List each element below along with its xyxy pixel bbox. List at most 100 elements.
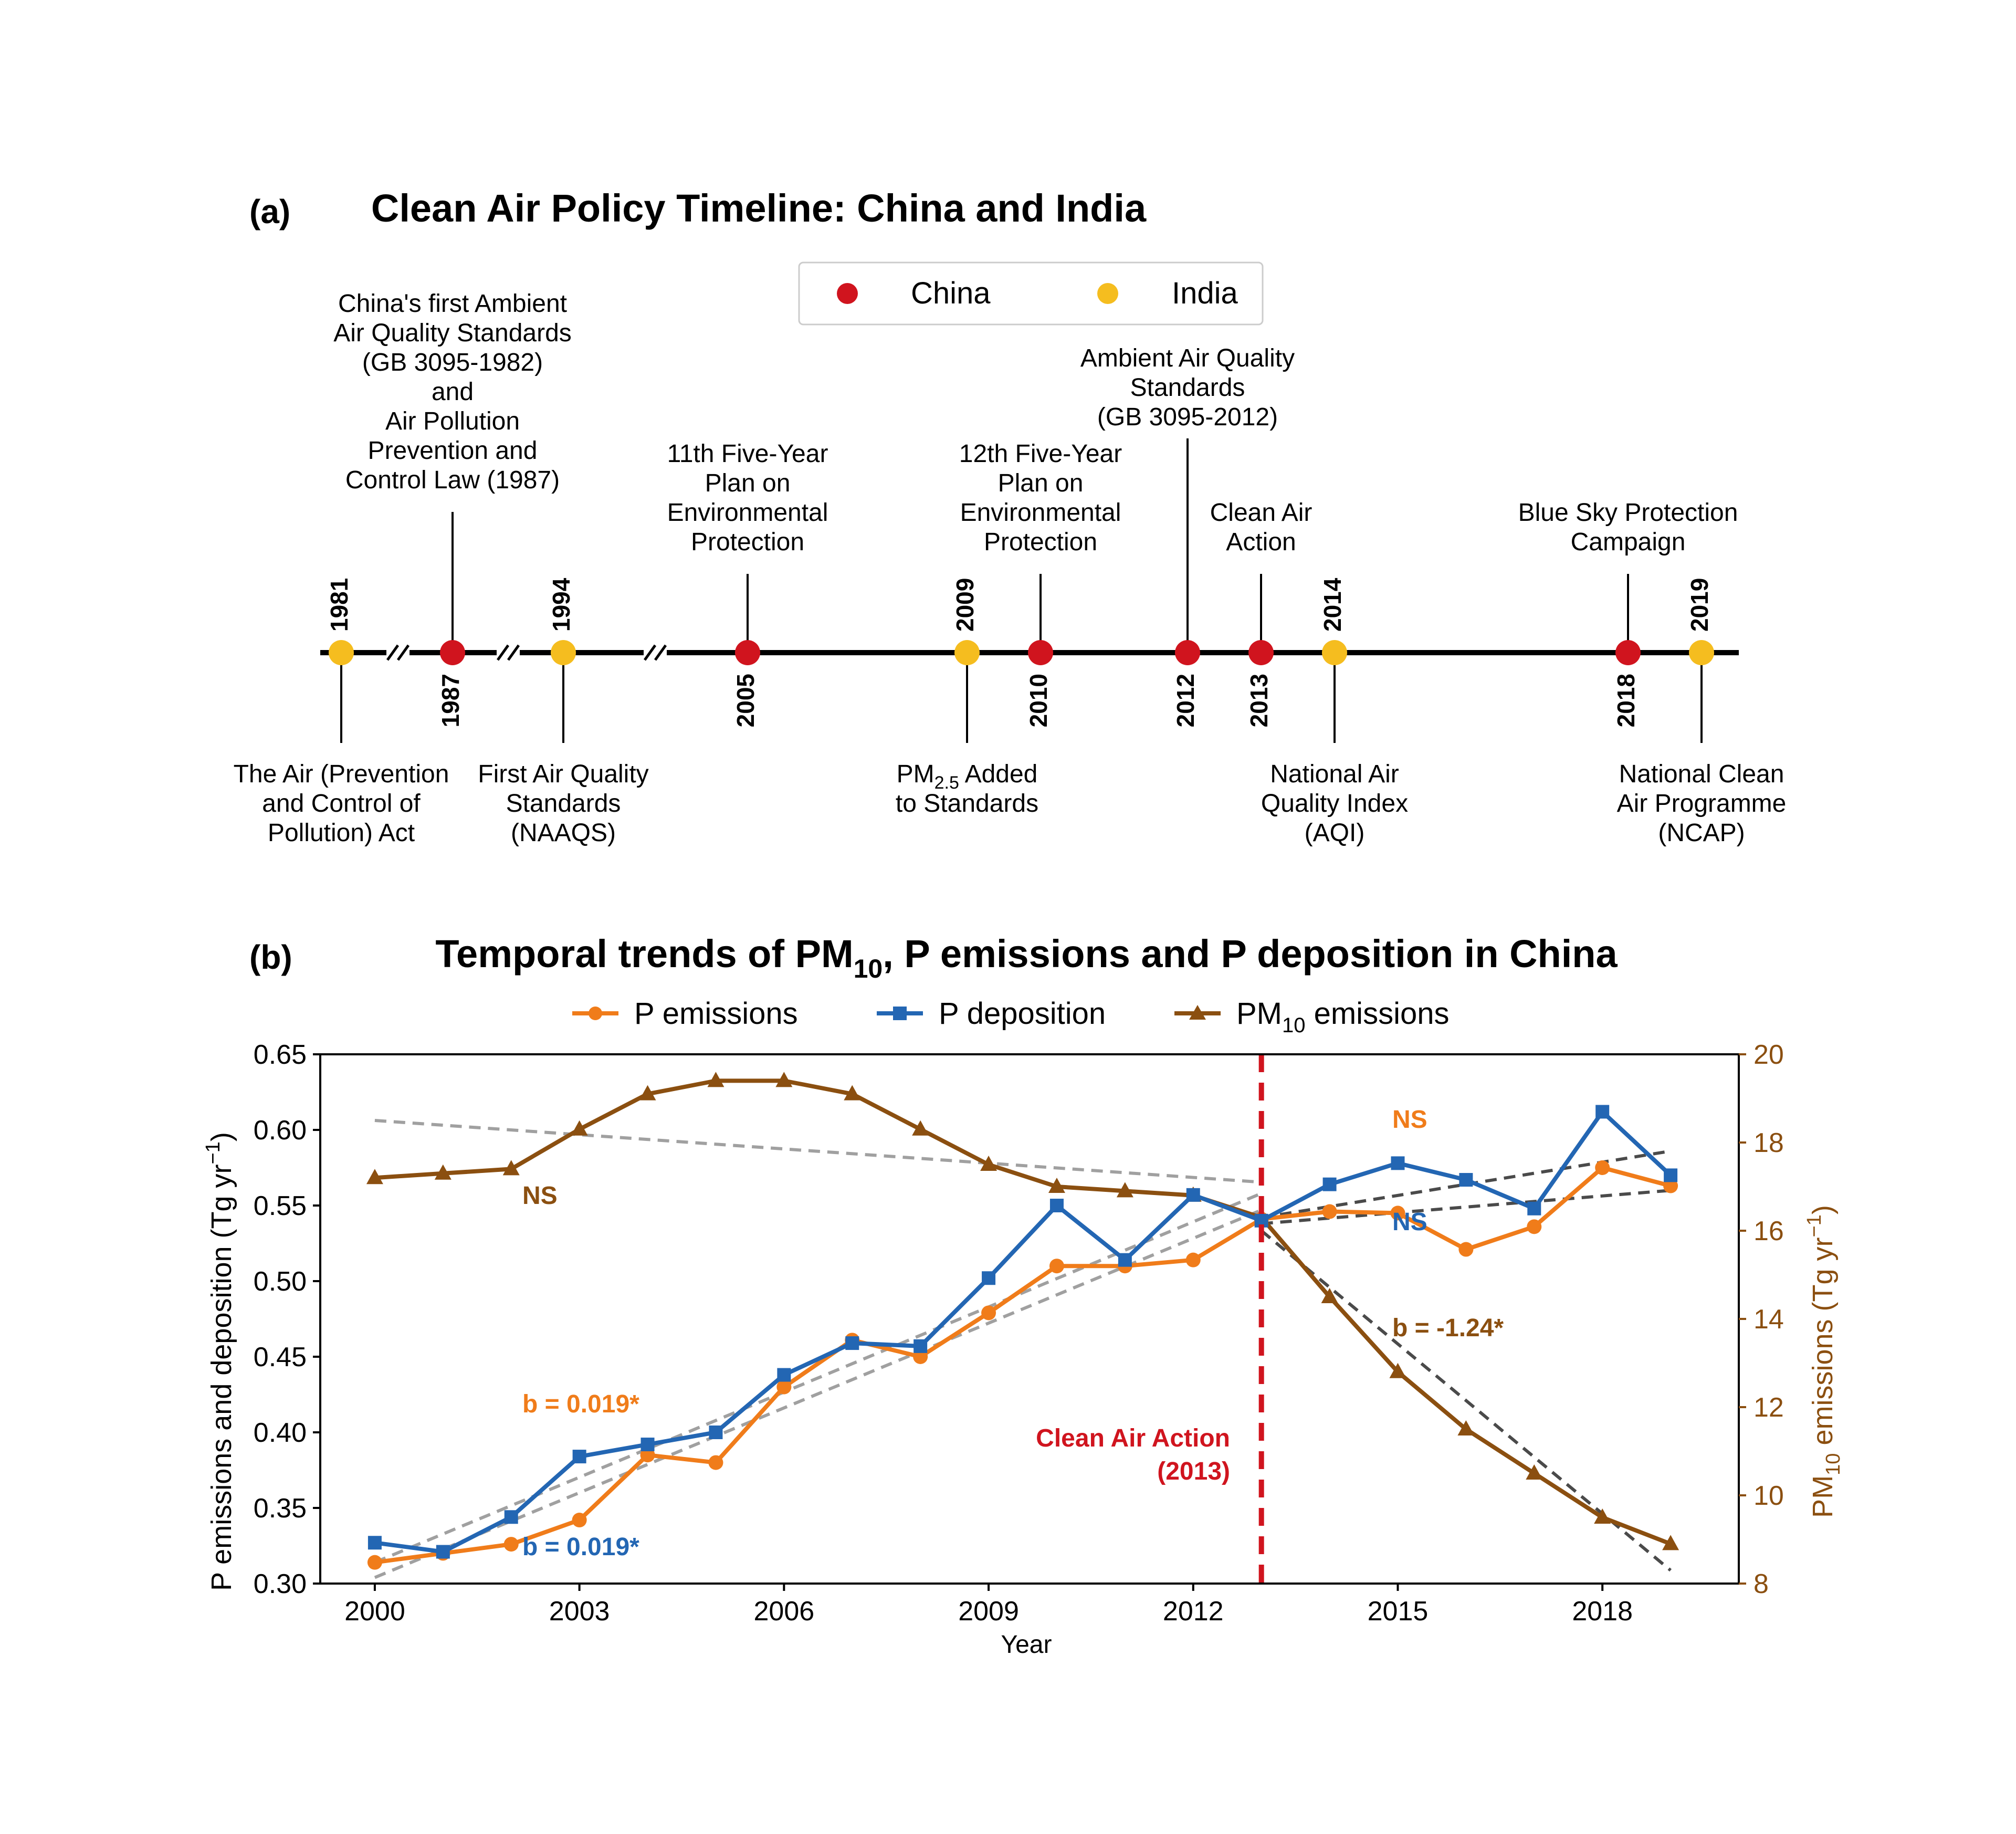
data-point bbox=[640, 1438, 655, 1452]
y-right-tick-label: 14 bbox=[1754, 1304, 1784, 1335]
data-point bbox=[844, 1085, 861, 1101]
x-tick-label: 2015 bbox=[1368, 1596, 1429, 1627]
series-p-deposition bbox=[368, 1105, 1678, 1559]
data-point bbox=[436, 1545, 450, 1559]
x-tick-label: 2003 bbox=[549, 1596, 610, 1627]
data-point bbox=[434, 1164, 452, 1180]
trend-line bbox=[1261, 1189, 1671, 1225]
event-marker bbox=[735, 640, 760, 665]
event-description-line: National Air bbox=[1270, 760, 1399, 788]
data-point bbox=[1186, 1188, 1200, 1202]
event-description-line: Protection bbox=[691, 528, 804, 556]
event-description-line: and bbox=[432, 378, 474, 406]
data-point bbox=[707, 1072, 724, 1087]
pm10-ns-annotation: NS bbox=[522, 1182, 558, 1210]
data-point bbox=[777, 1368, 791, 1382]
event-description-line: Standards bbox=[506, 790, 621, 818]
legend-p-emissions-marker bbox=[589, 1007, 602, 1020]
event-description-line: (AQI) bbox=[1305, 819, 1365, 847]
data-point bbox=[1457, 1420, 1475, 1435]
event-year-label: 2019 bbox=[1686, 578, 1713, 632]
data-point bbox=[1185, 1252, 1201, 1267]
event-description-line: China's first Ambient bbox=[338, 290, 567, 318]
p-deposition-slope-annotation: b = 0.019* bbox=[522, 1533, 639, 1561]
trend-legend: P emissions P deposition PM10 emissions bbox=[572, 997, 1449, 1037]
y-right-tick-label: 8 bbox=[1754, 1569, 1769, 1599]
event-description-line: (GB 3095-2012) bbox=[1097, 403, 1278, 431]
x-tick-label: 2000 bbox=[344, 1596, 405, 1627]
y-right-axis-label: PM10 emissions (Tg yr−1) bbox=[1803, 1205, 1844, 1518]
legend-china-label: China bbox=[911, 276, 991, 310]
panel-b: (b) Temporal trends of PM10, P emissions… bbox=[202, 932, 1844, 1659]
panel-a-title: Clean Air Policy Timeline: China and Ind… bbox=[371, 186, 1147, 230]
data-point bbox=[1118, 1253, 1132, 1267]
y-left-axis-label: P emissions and deposition (Tg yr−1) bbox=[202, 1132, 237, 1591]
event-year-label: 2014 bbox=[1319, 578, 1346, 632]
data-point bbox=[572, 1513, 587, 1528]
data-point bbox=[367, 1555, 382, 1570]
clean-air-action-label: Clean Air Action bbox=[1036, 1424, 1230, 1452]
trend-line bbox=[374, 1192, 1262, 1564]
series-pm10-emissions bbox=[366, 1072, 1679, 1550]
data-point bbox=[1527, 1219, 1542, 1234]
event-marker bbox=[1322, 640, 1347, 665]
axis-break-mark bbox=[396, 644, 410, 661]
event-description-line: (NAAQS) bbox=[511, 819, 616, 847]
event-marker bbox=[1615, 640, 1641, 665]
data-point bbox=[1526, 1464, 1543, 1480]
event-description-line: The Air (Prevention bbox=[234, 760, 449, 788]
panel-b-title: Temporal trends of PM10, P emissions and… bbox=[435, 932, 1618, 983]
data-point bbox=[366, 1169, 383, 1185]
pm10-slope-annotation: b = -1.24* bbox=[1392, 1314, 1504, 1342]
legend-frame bbox=[798, 261, 1264, 326]
y-right-tick-label: 20 bbox=[1754, 1040, 1784, 1070]
series-line bbox=[374, 1166, 1672, 1565]
event-year-label: 2012 bbox=[1172, 674, 1199, 727]
event-year-label: 2005 bbox=[732, 674, 759, 727]
x-tick-label: 2018 bbox=[1572, 1596, 1633, 1627]
panel-a-label: (a) bbox=[249, 193, 290, 230]
event-description-line: Air Pollution bbox=[385, 407, 520, 435]
data-point bbox=[1049, 1199, 1064, 1212]
event-description-line: Air Programme bbox=[1617, 790, 1787, 818]
legend-china-marker bbox=[837, 283, 858, 304]
y-left-tick-label: 0.45 bbox=[254, 1342, 307, 1372]
event-description-line: Action bbox=[1226, 528, 1296, 556]
y-right-tick-label: 12 bbox=[1754, 1392, 1784, 1423]
event-description-line: Clean Air bbox=[1210, 499, 1312, 527]
x-axis-label: Year bbox=[1001, 1631, 1052, 1659]
event-description-line: Plan on bbox=[705, 469, 791, 497]
data-point bbox=[776, 1379, 792, 1395]
x-tick-label: 2009 bbox=[958, 1596, 1019, 1627]
data-point bbox=[1459, 1173, 1473, 1187]
event-description-line: to Standards bbox=[896, 790, 1038, 818]
event-year-label: 2010 bbox=[1025, 674, 1052, 727]
event-description-line: Plan on bbox=[998, 469, 1084, 497]
data-point bbox=[1389, 1363, 1406, 1378]
event-year-label: 2009 bbox=[951, 578, 979, 632]
y-left-tick-label: 0.60 bbox=[254, 1115, 307, 1146]
p-deposition-ns-annotation: NS bbox=[1392, 1208, 1427, 1236]
data-point bbox=[1391, 1156, 1405, 1170]
event-description-line: Standards bbox=[1130, 374, 1245, 402]
data-point bbox=[639, 1085, 656, 1101]
panel-b-label: (b) bbox=[249, 938, 292, 976]
x-tick-label: 2012 bbox=[1163, 1596, 1224, 1627]
axis-break-mark bbox=[643, 644, 657, 661]
event-year-label: 1987 bbox=[437, 674, 464, 727]
legend-pm10-label: PM10 emissions bbox=[1236, 997, 1449, 1037]
data-point bbox=[1321, 1288, 1338, 1303]
event-description-line: Air Quality Standards bbox=[333, 319, 572, 347]
clean-air-action-year: (2013) bbox=[1157, 1458, 1230, 1485]
legend-p-emissions-label: P emissions bbox=[634, 997, 798, 1031]
axis-break-mark bbox=[507, 644, 520, 661]
y-left-tick-label: 0.55 bbox=[254, 1191, 307, 1221]
event-description-line: PM2.5 Added bbox=[897, 760, 1038, 793]
